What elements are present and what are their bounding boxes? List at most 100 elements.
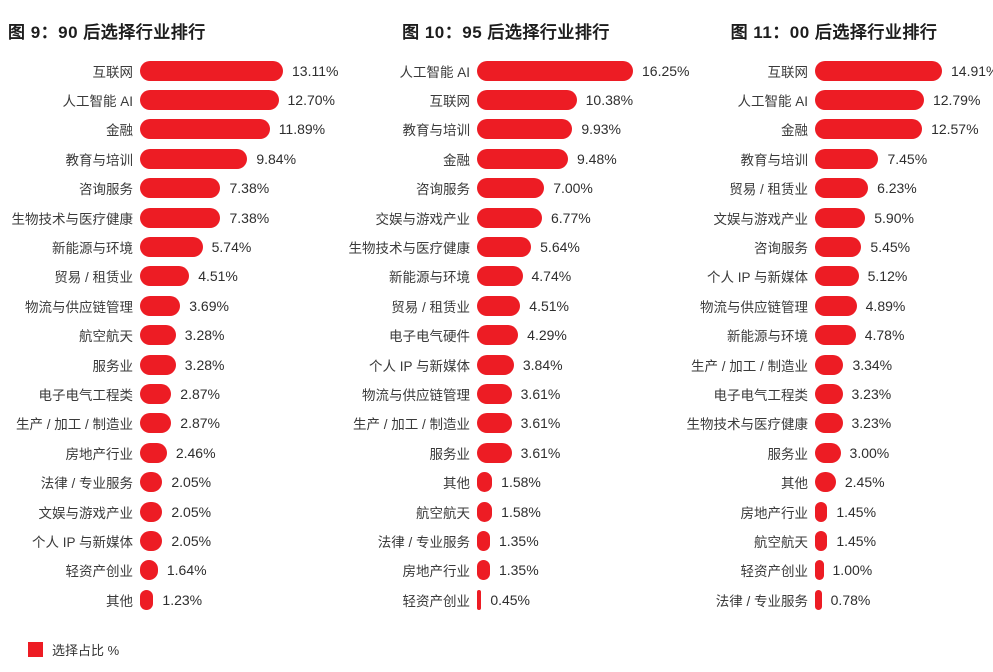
- value-label: 9.93%: [581, 121, 622, 138]
- value-label: 7.38%: [229, 180, 270, 197]
- category-label: 生物技术与医疗健康: [11, 211, 134, 227]
- chart-row: 教育与培训 9.93%: [337, 115, 675, 144]
- chart-row: 轻资产创业 1.00%: [675, 556, 993, 585]
- value-label: 0.78%: [830, 591, 871, 608]
- chart-row: 房地产行业 1.35%: [337, 556, 675, 585]
- value-label: 2.05%: [171, 474, 212, 491]
- category-label: 服务业: [429, 446, 471, 462]
- bar: [815, 90, 924, 111]
- bar: [140, 530, 163, 551]
- chart-row: 法律 / 专业服务 2.05%: [0, 467, 337, 496]
- chart-row: 个人 IP 与新媒体 2.05%: [0, 526, 337, 555]
- value-label: 3.28%: [184, 356, 225, 373]
- chart-rows: 人工智能 AI 16.25% 互联网 10.38% 教育与培训 9.93% 金融 9.48% 咨…: [337, 56, 689, 614]
- category-label: 轻资产创业: [402, 593, 471, 609]
- value-label: 2.05%: [171, 503, 212, 520]
- chart-row: 新能源与环境 4.78%: [675, 321, 993, 350]
- bar: [815, 589, 822, 610]
- value-label: 3.00%: [849, 444, 890, 461]
- bar: [477, 148, 568, 169]
- category-label: 生产 / 加工 / 制造业: [690, 358, 808, 374]
- chart-row: 咨询服务 7.38%: [0, 174, 337, 203]
- bar: [140, 60, 283, 81]
- chart-row: 法律 / 专业服务 1.35%: [337, 526, 675, 555]
- category-label: 文娱与游戏产业: [38, 505, 134, 521]
- value-label: 12.57%: [931, 121, 979, 138]
- category-label: 金融: [781, 123, 808, 139]
- bar: [815, 383, 843, 404]
- chart-row: 金融 11.89%: [0, 115, 337, 144]
- chart-post-90s: 图 9：90 后选择行业排行 互联网 13.11% 人工智能 AI 12.70% 金融 1…: [0, 0, 339, 614]
- value-label: 9.48%: [577, 150, 617, 167]
- chart-row: 服务业 3.61%: [337, 438, 675, 467]
- value-label: 3.23%: [851, 415, 892, 432]
- bar: [477, 90, 577, 111]
- bar: [815, 560, 824, 581]
- chart-row: 电子电气硬件 4.29%: [337, 321, 675, 350]
- chart-row: 电子电气工程类 3.23%: [675, 379, 993, 408]
- bar: [140, 383, 172, 404]
- chart-row: 互联网 13.11%: [0, 56, 339, 85]
- category-label: 房地产行业: [65, 446, 134, 462]
- bar: [477, 178, 545, 199]
- bar: [815, 442, 841, 463]
- category-label: 生物技术与医疗健康: [348, 241, 471, 257]
- chart-row: 新能源与环境 4.74%: [337, 262, 675, 291]
- value-label: 9.84%: [256, 150, 297, 167]
- chart-row: 文娱与游戏产业 5.90%: [675, 203, 993, 232]
- value-label: 2.87%: [180, 415, 220, 432]
- category-label: 个人 IP 与新媒体: [706, 270, 808, 286]
- value-label: 3.28%: [184, 327, 225, 344]
- chart-rows: 互联网 14.91% 人工智能 AI 12.79% 金融 12.57% 教育与培训 7.45%…: [675, 56, 993, 614]
- value-label: 6.23%: [877, 180, 917, 197]
- category-label: 其他: [443, 476, 470, 492]
- value-label: 3.61%: [520, 415, 561, 432]
- bar: [815, 530, 828, 551]
- chart-row: 人工智能 AI 12.79%: [675, 85, 993, 114]
- value-label: 1.35%: [498, 562, 539, 579]
- value-label: 1.58%: [501, 474, 541, 491]
- value-label: 3.34%: [852, 356, 893, 373]
- chart-row: 其他 1.58%: [337, 467, 675, 496]
- value-label: 2.45%: [844, 474, 885, 491]
- chart-post-95s: 图 10：95 后选择行业排行 人工智能 AI 16.25% 互联网 10.38% 教育…: [337, 0, 689, 614]
- value-label: 3.23%: [851, 385, 892, 402]
- chart-row: 服务业 3.28%: [0, 350, 337, 379]
- bar: [815, 119, 923, 140]
- bar: [477, 530, 490, 551]
- value-label: 5.45%: [870, 239, 911, 256]
- chart-row: 轻资产创业 0.45%: [337, 585, 675, 614]
- value-label: 12.79%: [932, 92, 981, 109]
- chart-row: 人工智能 AI 16.25%: [337, 56, 689, 85]
- value-label: 7.45%: [887, 150, 928, 167]
- chart-row: 个人 IP 与新媒体 5.12%: [675, 262, 993, 291]
- bar: [815, 325, 856, 346]
- value-label: 4.51%: [198, 268, 238, 285]
- chart-row: 贸易 / 租赁业 6.23%: [675, 174, 993, 203]
- bar: [815, 60, 942, 81]
- category-label: 服务业: [92, 358, 134, 374]
- chart-row: 其他 2.45%: [675, 467, 993, 496]
- chart-row: 物流与供应链管理 3.69%: [0, 291, 337, 320]
- value-label: 1.00%: [832, 562, 873, 579]
- value-label: 4.51%: [529, 297, 569, 314]
- chart-row: 生物技术与医疗健康 3.23%: [675, 409, 993, 438]
- value-label: 4.78%: [864, 327, 905, 344]
- bar: [140, 501, 163, 522]
- bar: [140, 560, 158, 581]
- chart-row: 航空航天 1.58%: [337, 497, 675, 526]
- value-label: 13.11%: [292, 62, 339, 79]
- category-label: 互联网: [429, 94, 471, 110]
- category-label: 电子电气工程类: [38, 387, 134, 403]
- value-label: 2.87%: [180, 385, 220, 402]
- category-label: 人工智能 AI: [62, 94, 133, 110]
- category-label: 轻资产创业: [740, 564, 809, 580]
- legend-label: 选择占比 %: [52, 643, 120, 659]
- bar: [140, 90, 279, 111]
- value-label: 3.84%: [522, 356, 563, 373]
- value-label: 1.35%: [498, 532, 539, 549]
- chart-row: 生产 / 加工 / 制造业 2.87%: [0, 409, 337, 438]
- bar: [140, 119, 270, 140]
- value-label: 1.45%: [836, 532, 877, 549]
